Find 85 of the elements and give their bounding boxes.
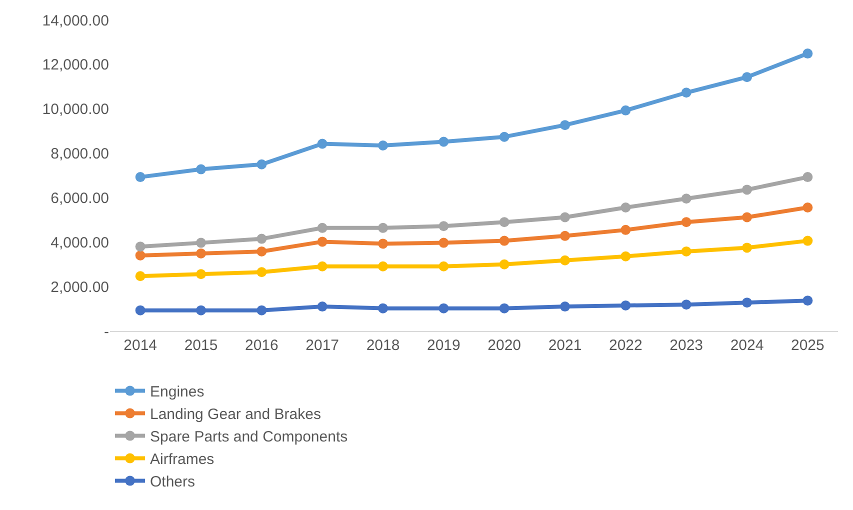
x-tick-label: 2018 xyxy=(366,337,400,354)
point xyxy=(681,246,692,256)
point xyxy=(196,164,206,174)
point xyxy=(499,217,510,228)
point xyxy=(317,261,328,272)
point xyxy=(620,105,631,116)
y-tick-label: 12,000.00 xyxy=(42,56,109,74)
point xyxy=(378,303,388,314)
point xyxy=(742,184,752,195)
point xyxy=(135,305,146,316)
point xyxy=(681,194,692,204)
point xyxy=(135,172,146,182)
legend-label: Spare Parts and Components xyxy=(150,428,348,446)
y-tick-label: 6,000.00 xyxy=(50,190,109,207)
x-tick-label: 2015 xyxy=(184,337,218,354)
point xyxy=(802,172,813,182)
x-tick-label: 2024 xyxy=(730,337,764,354)
point xyxy=(256,246,267,256)
x-tick-label: 2016 xyxy=(244,337,278,354)
point xyxy=(135,271,146,282)
x-tick-label: 2020 xyxy=(488,337,522,354)
point xyxy=(378,222,388,233)
point xyxy=(196,248,206,258)
point xyxy=(620,300,631,310)
point xyxy=(256,305,267,316)
point xyxy=(620,251,631,262)
x-tick-label: 2014 xyxy=(124,337,158,354)
point xyxy=(256,267,267,278)
point xyxy=(438,221,449,232)
point xyxy=(802,296,813,306)
point xyxy=(802,236,813,246)
point xyxy=(438,261,449,272)
point xyxy=(742,298,752,308)
point xyxy=(317,302,328,312)
legend-label: Landing Gear and Brakes xyxy=(150,406,321,424)
point xyxy=(196,269,206,280)
point xyxy=(802,48,813,59)
point xyxy=(135,242,146,252)
point xyxy=(742,72,752,82)
x-tick-label: 2021 xyxy=(548,337,582,354)
point xyxy=(317,222,328,233)
point xyxy=(378,238,388,249)
point xyxy=(256,234,267,244)
legend-label: Others xyxy=(150,474,196,491)
point xyxy=(135,250,146,260)
point xyxy=(378,261,388,272)
point xyxy=(560,120,570,130)
y-tick-label: 2,000.00 xyxy=(50,278,109,296)
legend-label: Airframes xyxy=(150,451,214,468)
x-tick-label: 2023 xyxy=(670,337,704,354)
legend-label: Engines xyxy=(150,384,204,401)
point xyxy=(681,88,692,98)
point xyxy=(499,259,510,270)
point xyxy=(742,212,752,222)
x-tick-label: 2017 xyxy=(306,337,340,354)
x-tick-label: 2025 xyxy=(790,337,824,354)
point xyxy=(317,138,328,149)
point xyxy=(742,242,752,253)
point xyxy=(560,255,570,266)
point xyxy=(560,230,570,241)
point xyxy=(499,303,510,314)
point xyxy=(802,202,813,212)
x-tick-label: 2019 xyxy=(426,337,460,354)
point xyxy=(620,202,631,212)
point xyxy=(438,136,449,147)
y-tick-label: - xyxy=(104,323,109,340)
point xyxy=(378,140,388,151)
point xyxy=(256,159,267,170)
y-tick-label: 4,000.00 xyxy=(50,234,109,252)
y-tick-label: 14,000.00 xyxy=(42,12,109,30)
point xyxy=(499,236,510,246)
point xyxy=(317,236,328,247)
point xyxy=(681,300,692,310)
point xyxy=(499,132,510,142)
point xyxy=(681,217,692,228)
point xyxy=(560,302,570,312)
point xyxy=(438,303,449,314)
point xyxy=(196,238,206,248)
y-tick-label: 8,000.00 xyxy=(50,146,109,163)
x-tick-label: 2022 xyxy=(608,337,642,354)
y-tick-label: 10,000.00 xyxy=(42,101,109,118)
point xyxy=(560,212,570,222)
point xyxy=(438,238,449,248)
point xyxy=(196,305,206,316)
point xyxy=(620,224,631,235)
